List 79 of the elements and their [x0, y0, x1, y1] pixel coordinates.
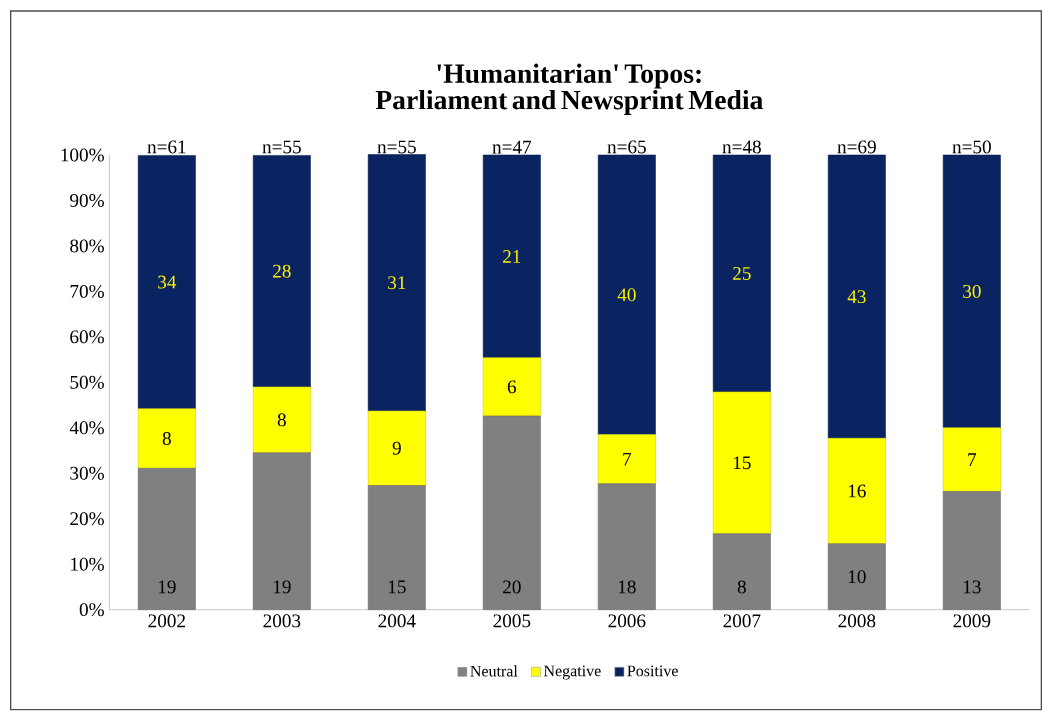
annotation: 31 [388, 276, 406, 290]
bar [827, 154, 886, 439]
bar [712, 533, 771, 610]
x-tick-label: 2004 [378, 614, 416, 628]
chart-title: 'Humanitarian' Topos: Parliament and Newsprint Media [375, 63, 763, 115]
bar [367, 485, 426, 610]
annotation: 43 [847, 290, 866, 304]
bar [482, 357, 541, 417]
annotation: 40 [617, 288, 636, 302]
text: n=50 [952, 140, 991, 154]
bar [252, 452, 311, 610]
annotation: 30 [963, 284, 981, 298]
annotation: 10 [848, 570, 866, 584]
bar [137, 155, 196, 409]
annotation: 20 [503, 580, 521, 594]
bar [252, 155, 311, 388]
bar [367, 154, 426, 412]
x-tick-label: 2008 [838, 614, 876, 628]
annotation: 7 [623, 452, 632, 466]
text: n=47 [492, 140, 532, 154]
bar [252, 386, 311, 454]
bar [827, 437, 886, 545]
annotation: 9 [392, 441, 401, 455]
x-tick-label: 2002 [148, 614, 185, 628]
text: n=55 [262, 140, 301, 154]
bar [597, 434, 656, 484]
legend-label: Positive [627, 665, 678, 677]
bar [482, 415, 541, 610]
x-tick-label: 2005 [493, 614, 531, 628]
legend-label: Neutral [470, 665, 518, 677]
bar [942, 491, 1001, 610]
annotation: 16 [848, 484, 866, 498]
annotation: 21 [503, 250, 521, 263]
annotation: 15 [388, 580, 406, 594]
bar [597, 154, 656, 435]
bar [712, 154, 771, 393]
annotation: 8 [162, 432, 171, 445]
y-tick-label: 20% [70, 512, 104, 526]
y-tick-label: 100% [61, 148, 104, 162]
annotation: 34 [158, 275, 177, 289]
bar [597, 483, 656, 610]
annotation: 19 [158, 580, 176, 594]
text: n=69 [837, 140, 876, 154]
bar [482, 154, 541, 359]
y-tick-label: 0% [79, 603, 104, 617]
bar [367, 410, 426, 486]
bar [137, 408, 196, 469]
text: n=48 [722, 140, 761, 154]
annotation: 13 [963, 580, 981, 594]
bar [712, 391, 771, 535]
bar [137, 467, 196, 610]
annotation: 8 [277, 413, 286, 427]
legend-label: Negative [543, 665, 601, 680]
text: n=55 [377, 140, 416, 154]
bar [827, 543, 886, 610]
annotation: 28 [273, 264, 291, 278]
bar [942, 154, 1001, 429]
annotation: 18 [618, 580, 636, 594]
text: n=61 [147, 140, 186, 154]
annotation: 15 [733, 456, 751, 470]
y-tick-label: 40% [69, 421, 104, 435]
y-tick-label: 70% [70, 284, 104, 298]
y-tick-label: 80% [70, 239, 104, 253]
y-tick-label: 30% [70, 466, 104, 480]
text: n=65 [607, 140, 646, 154]
y-tick-label: 10% [71, 557, 104, 571]
x-tick-label: 2007 [723, 614, 761, 628]
y-tick-label: 60% [70, 330, 104, 344]
annotation: 25 [733, 266, 751, 280]
annotation: 7 [968, 453, 977, 466]
y-tick-label: 90% [70, 193, 104, 207]
x-tick-label: 2009 [953, 614, 991, 628]
annotation: 8 [737, 580, 746, 594]
bar [942, 427, 1001, 492]
annotation: 19 [273, 580, 291, 594]
x-tick-label: 2003 [263, 614, 301, 628]
x-tick-label: 2006 [608, 614, 646, 628]
y-tick-label: 50% [70, 375, 104, 389]
annotation: 6 [507, 380, 517, 394]
